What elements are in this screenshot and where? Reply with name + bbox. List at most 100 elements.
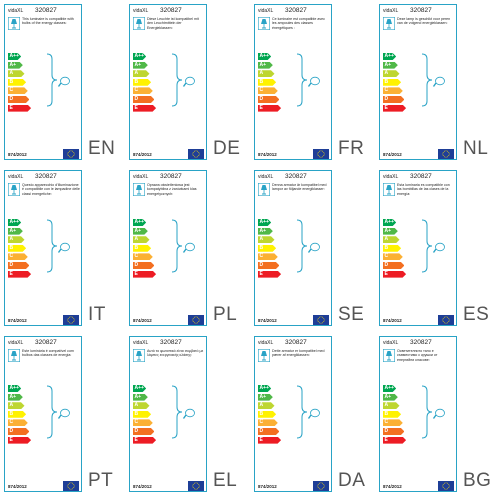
label-cell-da: vidaXL 320827 Dette armatur er kompatibel … [250,332,375,498]
energy-label: vidaXL 320827 Deze lamp is geschikt voor p… [379,4,457,160]
eu-flag-icon [188,149,204,159]
energy-class-bar: C [8,87,28,94]
product-code: 320827 [285,7,307,14]
energy-class-bar: D [8,262,29,269]
lamp-icon [133,183,145,196]
lamp-icon [258,183,270,196]
brace-icon [170,385,184,439]
brace-icon [45,385,59,439]
energy-class-bar: A [8,236,25,243]
brand-name: vidaXL [383,174,399,180]
energy-label: vidaXL 320827 Dette armatur er kompatibel … [254,336,332,492]
energy-class-bar: B [258,79,276,86]
energy-class-bar: D [258,262,279,269]
product-code: 320827 [35,7,57,14]
energy-class-bar: A [133,402,150,409]
energy-class-bar: A++ [8,219,21,226]
energy-class-bar: D [8,96,29,103]
energy-class-bar: E [258,271,281,278]
energy-class-scale: A++ A+ A B C D E [8,53,48,113]
energy-class-bar: E [383,271,406,278]
energy-class-bar: A++ [8,53,21,60]
energy-class-bar: A++ [383,53,396,60]
energy-class-scale: A++ A+ A B C D E [258,53,298,113]
energy-label: vidaXL 320827 Ce luminaire est compatible … [254,4,332,160]
energy-class-bar: C [8,253,28,260]
energy-class-bar: A [8,70,25,77]
regulation-number: 874/2012 [8,484,27,489]
regulation-number: 874/2012 [383,318,402,323]
eu-flag-icon [313,149,329,159]
energy-class-bar: B [133,245,151,252]
eu-flag-icon [63,481,79,491]
energy-class-bar: E [258,437,281,444]
lamp-icon [258,349,270,362]
energy-class-bar: A+ [133,62,148,69]
energy-class-bar: D [258,428,279,435]
compatibility-text: Este luminária é compatível com bulbos d… [22,349,74,358]
energy-class-bar: A++ [258,53,271,60]
bulb-icon [182,75,196,87]
energy-class-bar: A+ [8,62,23,69]
language-code: SE [338,304,365,325]
energy-class-bar: D [383,428,404,435]
energy-class-scale: A++ A+ A B C D E [133,385,173,445]
energy-class-scale: A++ A+ A B C D E [383,219,423,279]
energy-class-bar: C [383,87,403,94]
energy-class-bar: B [8,79,26,86]
label-cell-pl: vidaXL 320827 Oprawa oświetleniowa jest ko… [125,166,250,332]
brand-name: vidaXL [8,8,24,14]
energy-class-scale: A++ A+ A B C D E [133,219,173,279]
bulb-icon [307,241,321,253]
energy-class-scale: A++ A+ A B C D E [8,219,48,279]
compatibility-text: Deze lamp is geschikt voor peren van de … [397,17,451,26]
product-code: 320827 [160,173,182,180]
bulb-icon [57,75,71,87]
energy-class-bar: A [258,236,275,243]
energy-class-bar: C [383,253,403,260]
energy-class-bar: D [133,428,154,435]
energy-class-bar: D [133,262,154,269]
bulb-icon [307,407,321,419]
brand-name: vidaXL [383,340,399,346]
brand-name: vidaXL [133,340,149,346]
energy-class-bar: A+ [383,62,398,69]
label-cell-bg: vidaXL 320827 Осветителното тяло е съвмест… [375,332,500,498]
language-code: EL [213,470,238,491]
energy-class-scale: A++ A+ A B C D E [258,219,298,279]
energy-class-bar: A+ [8,228,23,235]
energy-label: vidaXL 320827 Este luminária é compatível … [4,336,82,492]
energy-class-bar: A+ [258,228,273,235]
energy-class-bar: A [383,70,400,77]
language-code: NL [463,138,489,159]
energy-class-bar: A [258,70,275,77]
brace-icon [170,219,184,273]
energy-class-bar: A++ [133,53,146,60]
energy-class-bar: C [133,87,153,94]
label-cell-se: vidaXL 320827 Denna armatur är kompatibel … [250,166,375,332]
lamp-icon [383,349,395,362]
product-code: 320827 [285,339,307,346]
lamp-icon [383,183,395,196]
energy-label: vidaXL 320827 Осветителното тяло е съвмест… [379,336,457,492]
energy-class-bar: C [258,419,278,426]
language-code: DE [213,138,241,159]
energy-class-bar: A [133,236,150,243]
energy-class-bar: A [8,402,25,409]
energy-class-bar: C [258,253,278,260]
brace-icon [170,53,184,107]
language-code: PT [88,470,114,491]
language-code: PL [213,304,238,325]
language-code: DA [338,470,366,491]
eu-flag-icon [63,149,79,159]
energy-class-bar: E [133,271,156,278]
lamp-icon [8,349,20,362]
energy-class-bar: A+ [383,394,398,401]
regulation-number: 874/2012 [258,484,277,489]
product-code: 320827 [35,339,57,346]
energy-class-bar: A++ [383,385,396,392]
compatibility-text: Denna armatur är kompatibel med lampor a… [272,183,327,192]
language-code: ES [463,304,490,325]
brand-name: vidaXL [133,174,149,180]
energy-class-bar: C [133,419,153,426]
